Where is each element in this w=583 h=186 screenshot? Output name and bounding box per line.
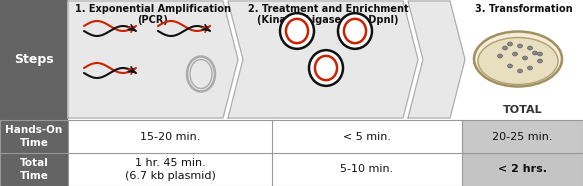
- Ellipse shape: [538, 59, 543, 63]
- Polygon shape: [68, 1, 238, 118]
- Bar: [462, 153, 583, 186]
- Ellipse shape: [528, 46, 532, 50]
- Text: (PCR): (PCR): [138, 15, 168, 25]
- Text: (Kinase, Ligase and DpnI): (Kinase, Ligase and DpnI): [257, 15, 399, 25]
- Polygon shape: [408, 1, 465, 118]
- Ellipse shape: [474, 57, 562, 69]
- Bar: [0, 0, 68, 120]
- Text: 2. Treatment and Enrichment: 2. Treatment and Enrichment: [248, 4, 408, 14]
- Text: Total
Time: Total Time: [20, 158, 48, 181]
- Text: 5-10 min.: 5-10 min.: [340, 164, 394, 174]
- Ellipse shape: [538, 52, 543, 56]
- Text: 15-20 min.: 15-20 min.: [140, 132, 200, 142]
- Text: Hands-On
Time: Hands-On Time: [5, 125, 62, 148]
- Ellipse shape: [522, 56, 528, 60]
- Text: < 5 min.: < 5 min.: [343, 132, 391, 142]
- Ellipse shape: [497, 54, 503, 58]
- Text: 1 hr. 45 min.
(6.7 kb plasmid): 1 hr. 45 min. (6.7 kb plasmid): [125, 158, 216, 181]
- Bar: [0, 120, 583, 186]
- Ellipse shape: [280, 13, 314, 49]
- Ellipse shape: [478, 38, 558, 84]
- Ellipse shape: [518, 44, 522, 48]
- Text: 3. Transformation: 3. Transformation: [475, 4, 573, 14]
- Ellipse shape: [507, 42, 512, 46]
- Bar: [0, 120, 68, 153]
- Bar: [462, 120, 583, 153]
- Bar: [0, 153, 68, 186]
- Ellipse shape: [503, 46, 507, 50]
- Ellipse shape: [518, 69, 522, 73]
- Polygon shape: [228, 1, 418, 118]
- Text: 1. Exponential Amplification: 1. Exponential Amplification: [75, 4, 231, 14]
- Ellipse shape: [507, 64, 512, 68]
- Text: Steps: Steps: [14, 54, 54, 67]
- Text: 20-25 min.: 20-25 min.: [492, 132, 553, 142]
- Ellipse shape: [338, 13, 372, 49]
- Text: TOTAL: TOTAL: [503, 105, 542, 115]
- Ellipse shape: [528, 66, 532, 70]
- Ellipse shape: [532, 51, 538, 55]
- Ellipse shape: [474, 31, 562, 86]
- Text: < 2 hrs.: < 2 hrs.: [498, 164, 547, 174]
- Ellipse shape: [309, 50, 343, 86]
- Ellipse shape: [512, 52, 518, 56]
